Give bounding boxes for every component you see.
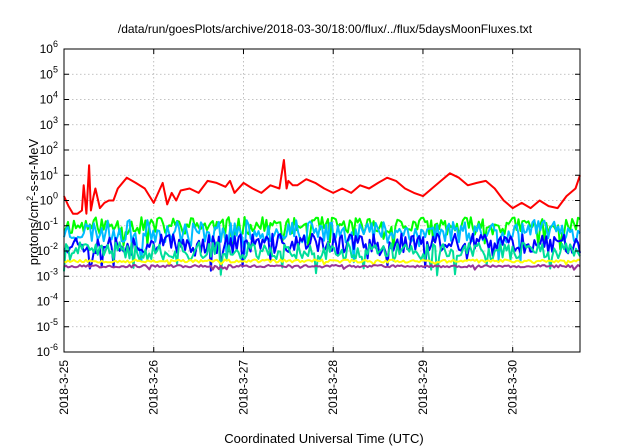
x-tick-label: 2018-3-26 [147,360,161,415]
axes: 10610510410310210110010-110-210-310-410-… [37,39,580,415]
y-tick-label: 103 [40,115,58,132]
y-tick-base: 10 [37,295,51,309]
series-line-6 [63,258,581,266]
y-tick-label: 10-6 [37,342,58,359]
y-axis-title-suffix: -s-sr-MeV [26,138,41,195]
y-tick-exp: 3 [53,115,58,125]
y-tick-base: 10 [40,93,54,107]
y-tick-exp: 6 [53,39,58,49]
y-axis-title-sup: 2 [25,196,35,201]
y-tick-exp: -6 [50,342,58,352]
y-tick-base: 10 [37,219,51,233]
y-tick-label: 106 [40,39,58,56]
y-tick-base: 10 [40,168,54,182]
y-tick-base: 10 [40,118,54,132]
y-tick-base: 10 [40,194,54,208]
y-tick-label: 105 [40,64,58,81]
y-tick-label: 10-1 [37,216,58,233]
y-tick-exp: -4 [50,292,58,302]
y-tick-label: 10-4 [37,292,58,309]
y-tick-base: 10 [37,320,51,334]
y-tick-exp: 1 [53,165,58,175]
y-tick-base: 10 [40,67,54,81]
x-axis-title: Coordinated Universal Time (UTC) [224,431,423,446]
grid [64,49,580,352]
y-tick-exp: -5 [50,317,58,327]
y-tick-label: 104 [40,90,58,107]
series-line-1 [63,159,581,215]
y-tick-label: 10-3 [37,266,58,283]
y-tick-base: 10 [37,345,51,359]
x-tick-label: 2018-3-27 [236,360,250,415]
x-tick-label: 2018-3-30 [506,360,520,415]
y-tick-exp: 2 [53,140,58,150]
y-tick-exp: 4 [53,90,58,100]
y-tick-exp: 0 [53,191,58,201]
plot-area [63,159,581,277]
series-line-5 [63,241,581,277]
y-tick-exp: -3 [50,266,58,276]
y-tick-label: 102 [40,140,58,157]
x-tick-label: 2018-3-29 [416,360,430,415]
chart-title: /data/run/goesPlots/archive/2018-03-30/1… [118,22,533,36]
y-tick-label: 101 [40,165,58,182]
y-tick-base: 10 [40,42,54,56]
y-tick-label: 10-5 [37,317,58,334]
y-tick-exp: 5 [53,64,58,74]
series-line-4 [63,232,581,272]
y-axis-title-prefix: protons/cm [26,201,41,265]
y-tick-label: 100 [40,191,58,208]
y-tick-label: 10-2 [37,241,58,258]
y-tick-exp: -2 [50,241,58,251]
y-tick-base: 10 [40,143,54,157]
x-tick-label: 2018-3-28 [326,360,340,415]
y-tick-base: 10 [37,269,51,283]
y-tick-base: 10 [37,244,51,258]
series-line-7 [63,263,581,271]
series-line-3 [63,219,581,264]
x-tick-label: 2018-3-25 [57,360,71,415]
y-axis-title: protons/cm2-s-sr-MeV [25,138,41,265]
y-tick-exp: -1 [50,216,58,226]
